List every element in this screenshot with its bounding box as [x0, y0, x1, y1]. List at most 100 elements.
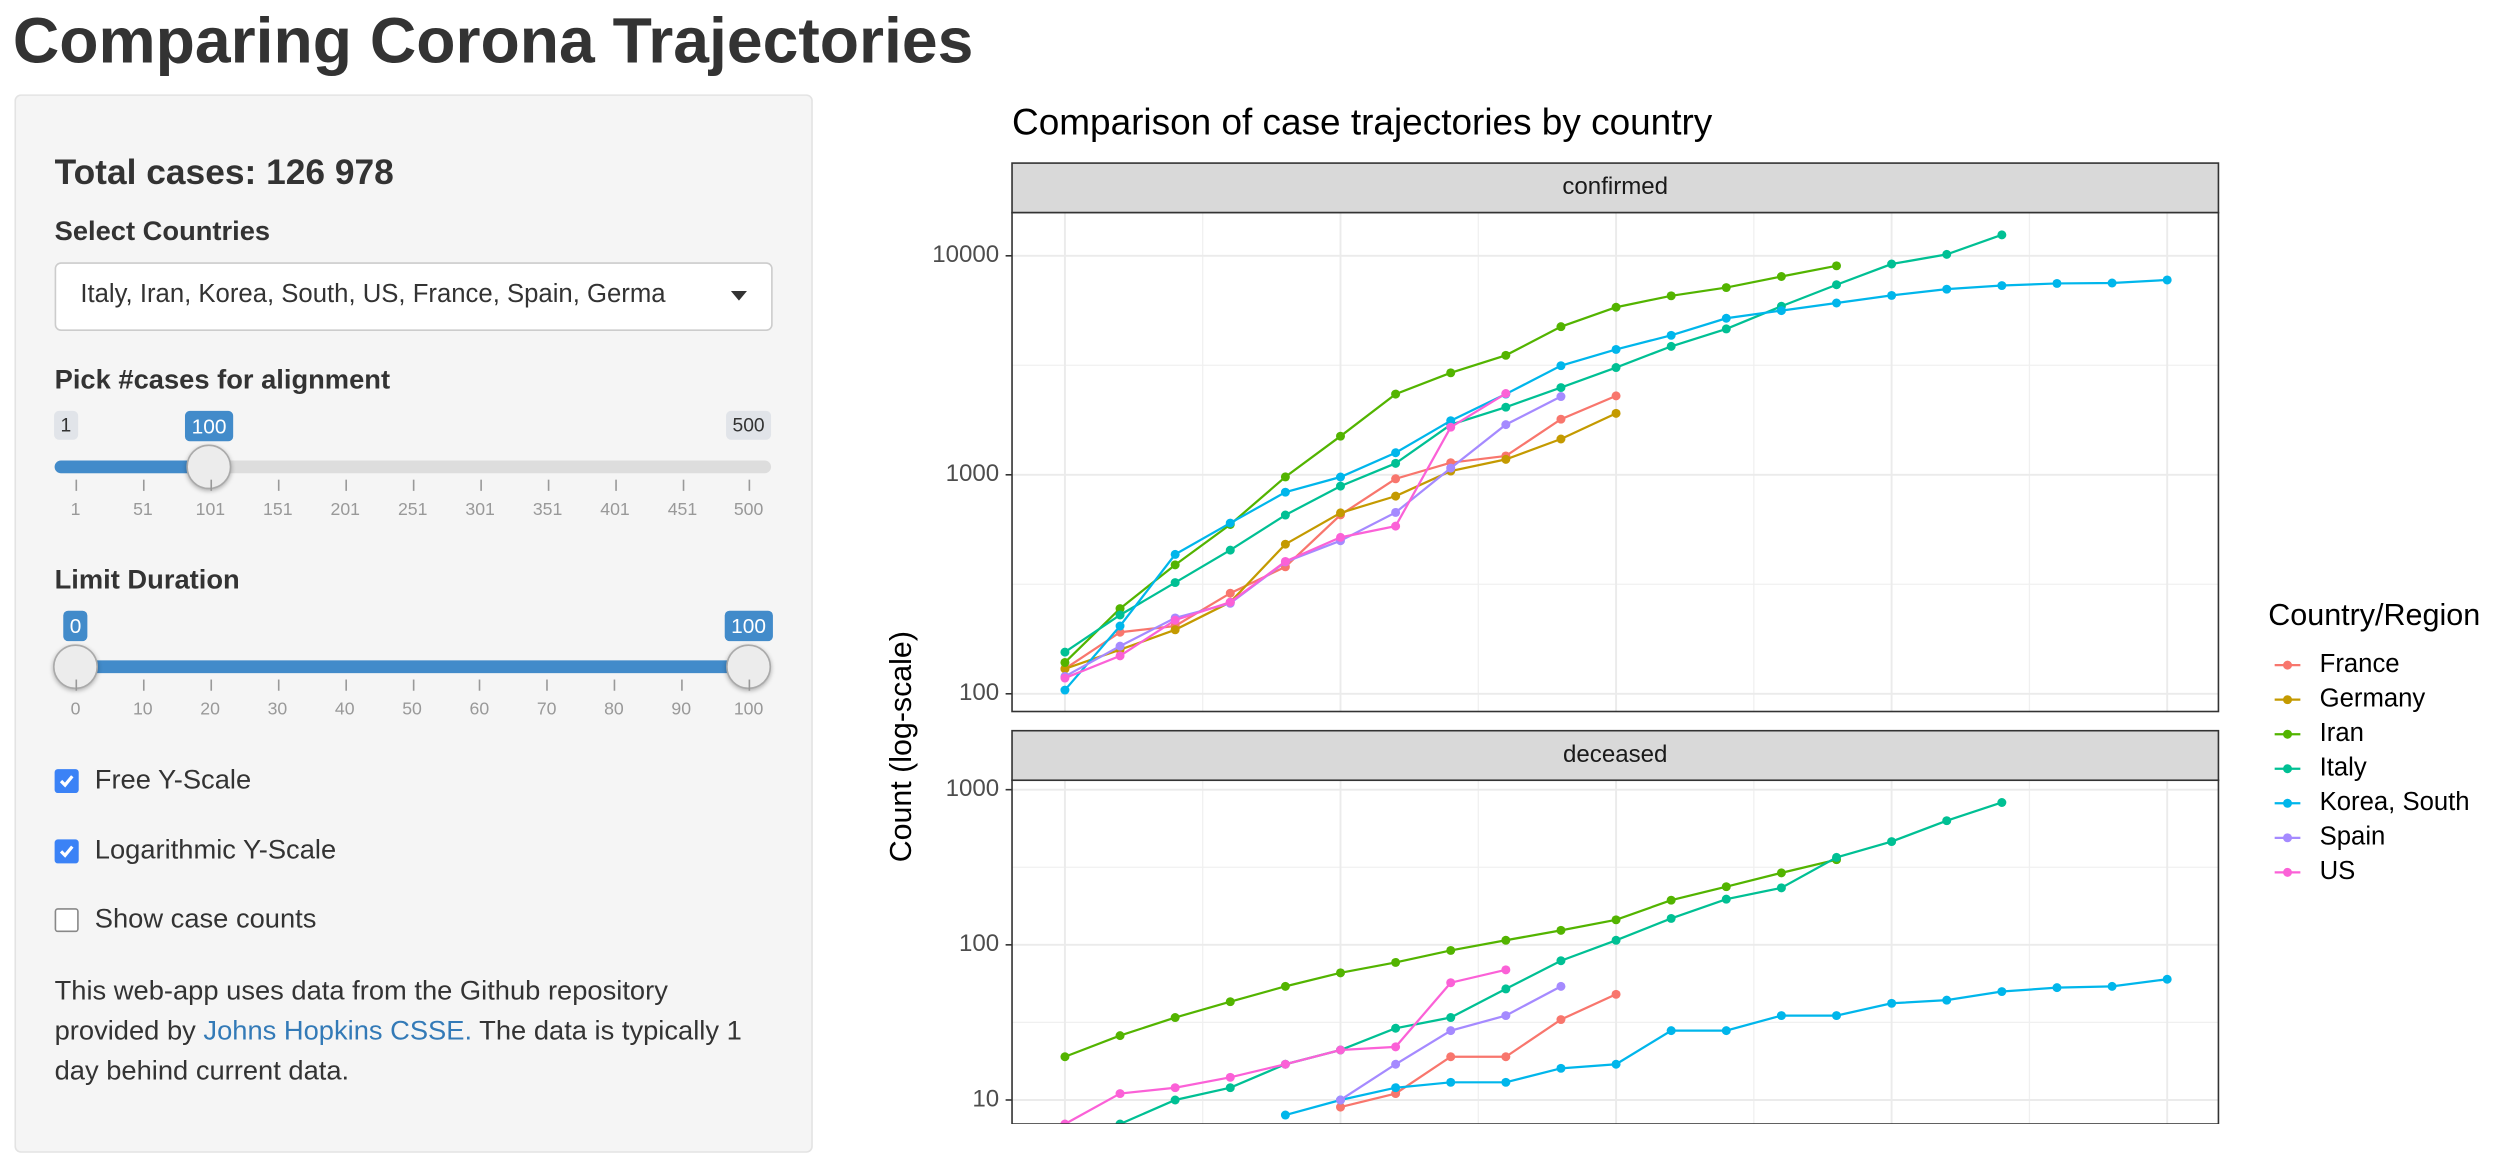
duration-label: Limit Duration: [54, 564, 240, 595]
data-point: [1556, 981, 1566, 991]
note-text: This web-app uses data from the Github r…: [54, 975, 668, 1046]
data-point: [1336, 1102, 1345, 1112]
slider-tick: [613, 679, 616, 691]
data-point: [1776, 272, 1786, 281]
total-cases: Total cases: 126 978: [54, 151, 394, 192]
slider-tick-label: 101: [195, 500, 226, 520]
data-point: [1556, 361, 1566, 371]
data-point: [1942, 284, 1952, 294]
data-point: [1391, 1042, 1401, 1052]
plot-area: [1012, 780, 2219, 1125]
checkbox[interactable]: [54, 838, 79, 863]
data-point: [1446, 1077, 1456, 1087]
dropdown-caret: [730, 290, 747, 301]
panel-border: [1011, 211, 2220, 713]
slider-tick-label: 151: [263, 500, 293, 520]
data-point: [1391, 1083, 1401, 1093]
data-point: [1115, 1089, 1125, 1099]
legend-label: Korea, South: [2320, 788, 2470, 816]
data-point: [1280, 1059, 1290, 1069]
data-point: [1611, 363, 1621, 373]
data-point: [1887, 998, 1897, 1008]
data-point: [1501, 402, 1511, 412]
checkbox-label: Logarithmic Y-Scale: [94, 833, 337, 865]
data-point: [1556, 322, 1566, 332]
y-tick-label: 10000: [932, 241, 999, 268]
legend-key: [2283, 798, 2293, 808]
data-point: [1832, 298, 1842, 308]
slider-tick-label: 40: [334, 700, 355, 720]
data-point: [1446, 416, 1456, 426]
data-point: [1776, 1011, 1786, 1021]
slider-tick-label: 0: [70, 700, 81, 720]
data-point: [1170, 1083, 1180, 1093]
data-point: [1556, 956, 1566, 966]
data-point: [2162, 974, 2172, 984]
legend-label: Iran: [2320, 719, 2364, 747]
data-point: [1115, 1031, 1125, 1041]
data-point: [1446, 1013, 1456, 1023]
slider-value: 100: [185, 410, 233, 442]
data-point: [1446, 978, 1456, 988]
data-point: [1721, 283, 1731, 293]
data-point: [1060, 1119, 1070, 1125]
slider-tick: [479, 679, 481, 691]
checkbox[interactable]: [54, 908, 79, 933]
legend-label: Spain: [2320, 823, 2386, 851]
data-point: [1060, 1052, 1070, 1062]
link[interactable]: Johns Hopkins CSSE.: [203, 1015, 473, 1046]
slider-tick: [75, 679, 78, 691]
data-point: [1336, 968, 1345, 978]
data-point: [1391, 957, 1401, 967]
data-point: [1060, 685, 1070, 695]
data-point: [2052, 278, 2062, 288]
note-text: The data is typically 1 day behind curre…: [54, 1015, 742, 1086]
y-tick-label: 1000: [946, 775, 1000, 802]
slider-tick-label: 10: [132, 700, 153, 720]
data-point: [1446, 945, 1456, 955]
slider-tick-label: 201: [330, 500, 360, 520]
data-point: [1832, 280, 1842, 290]
slider-tick: [345, 479, 347, 491]
slider-handle[interactable]: [186, 444, 232, 490]
slider-tick-label: 301: [465, 500, 495, 520]
slider-value: 100: [724, 610, 773, 642]
series-line: [1340, 993, 1617, 1109]
data-point: [1501, 935, 1511, 945]
slider-tick: [480, 479, 482, 491]
data-point: [1225, 997, 1235, 1007]
legend-label: Italy: [2320, 754, 2367, 782]
data-point: [1391, 389, 1401, 399]
data-point: [1170, 1013, 1180, 1023]
data-point: [1170, 560, 1180, 570]
data-point: [1611, 391, 1621, 401]
data-point: [1501, 454, 1511, 464]
slider-tick-label: 30: [267, 700, 288, 720]
data-point: [1115, 1119, 1125, 1125]
slider-tick-label: 500: [733, 500, 764, 520]
data-point: [1501, 420, 1511, 430]
data-point: [1666, 1026, 1676, 1036]
data-point: [1611, 344, 1621, 354]
data-point: [1666, 341, 1676, 351]
checkbox[interactable]: [54, 769, 79, 794]
data-point: [1942, 249, 1952, 259]
data-point: [1060, 664, 1070, 674]
data-point: [1556, 414, 1566, 424]
country-select[interactable]: Italy, Iran, Korea, South, US, France, S…: [54, 262, 773, 331]
data-point: [1942, 816, 1952, 826]
data-point: [1556, 383, 1566, 393]
data-point: [1556, 434, 1566, 444]
slider-tick: [748, 679, 751, 691]
app: Comparing Corona Trajectories Total case…: [12, 6, 2480, 1153]
y-tick-label: 10: [972, 1085, 999, 1112]
data-point: [1336, 532, 1345, 542]
data-point: [1501, 984, 1511, 994]
data-point: [1225, 1072, 1235, 1082]
page-title: Comparing Corona Trajectories: [12, 6, 974, 77]
slider-tick: [546, 679, 549, 691]
data-point: [1776, 883, 1786, 893]
countries-label: Select Countries: [54, 215, 271, 247]
slider-tick: [210, 679, 212, 691]
slider-tick-label: 401: [600, 500, 630, 520]
